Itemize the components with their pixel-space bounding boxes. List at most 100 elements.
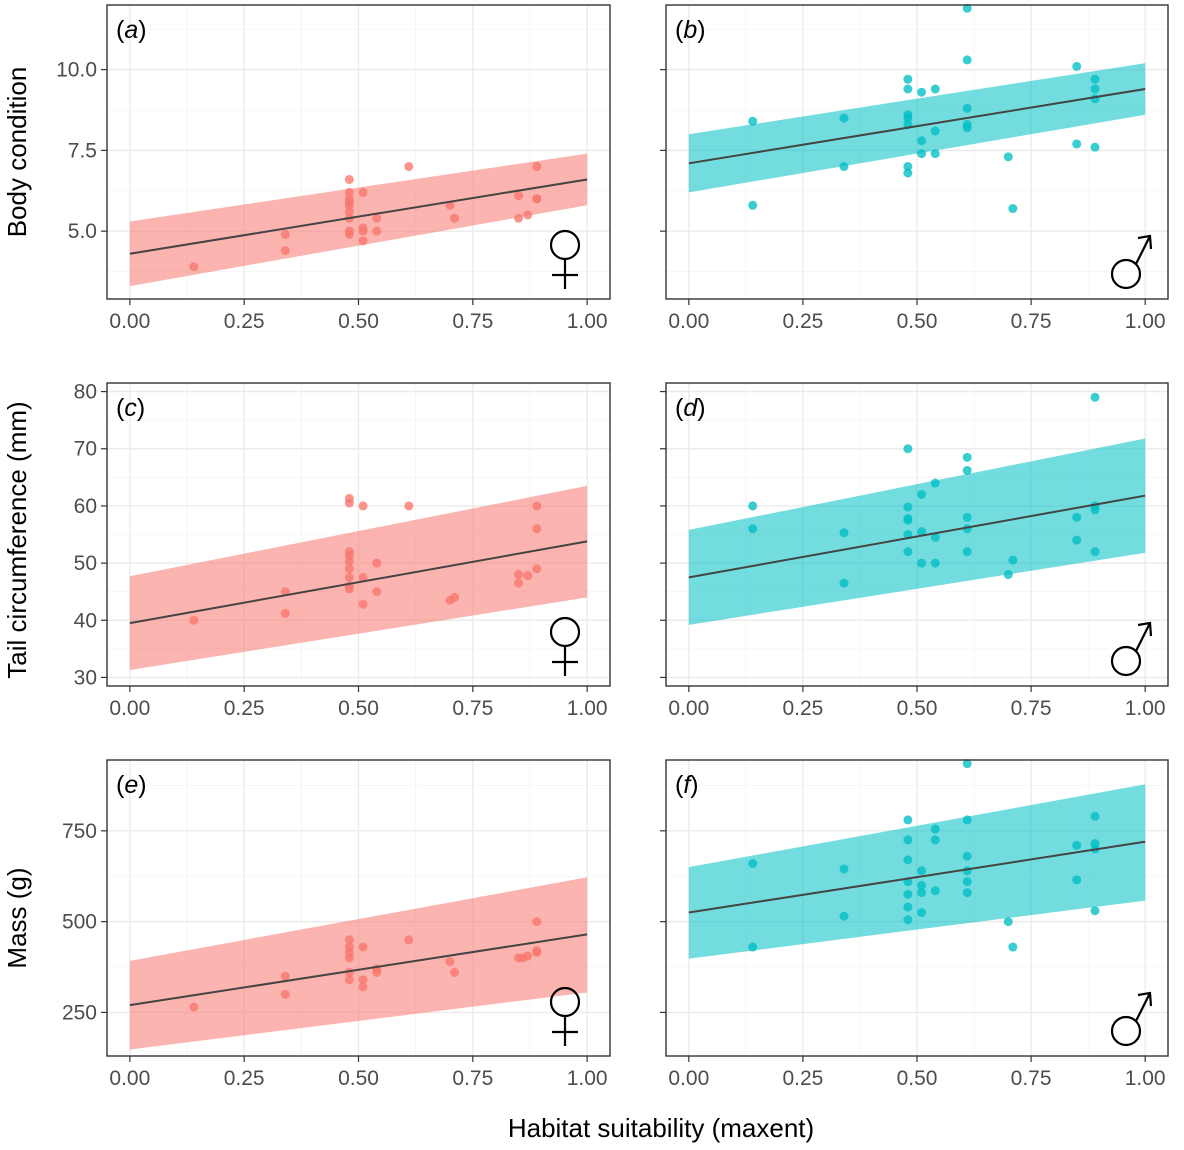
data-point [1072,840,1082,850]
data-point [358,501,368,511]
data-point [404,501,414,511]
data-point [962,452,972,462]
data-point [372,558,382,568]
data-point [748,942,758,952]
data-point [839,528,849,538]
data-point [514,213,524,223]
data-point [344,935,354,945]
data-point [450,967,460,977]
x-tick-label: 0.25 [782,1067,823,1090]
data-point [1008,204,1018,214]
data-point [1090,142,1100,152]
data-point [358,942,368,952]
data-point [1008,942,1018,952]
data-point [372,226,382,236]
data-point [358,572,368,582]
data-point [1003,570,1013,580]
x-tick-label: 0.50 [897,697,938,720]
data-point [917,136,927,146]
data-point [532,564,542,574]
male-symbol-icon [1110,991,1153,1047]
data-point [930,84,940,94]
data-point [1090,547,1100,557]
x-tick-label: 1.00 [567,1067,608,1090]
x-tick-label: 0.75 [1011,697,1052,720]
data-point [189,615,199,625]
x-tick-label: 0.50 [338,310,379,333]
data-point [930,824,940,834]
y-tick-label: 250 [62,1001,97,1024]
data-point [903,547,913,557]
x-tick-label: 1.00 [567,697,608,720]
y-tick-label: 5.0 [68,220,97,243]
x-tick-label: 0.50 [338,697,379,720]
x-tick-label: 0.75 [452,1067,493,1090]
data-point [358,599,368,609]
data-point [189,1002,199,1012]
y-tick-label: 750 [62,820,97,843]
x-tick-label: 0.00 [668,310,709,333]
data-point [903,889,913,899]
x-tick-label: 1.00 [1125,1067,1166,1090]
data-point [748,524,758,534]
x-tick-label: 0.75 [1011,310,1052,333]
data-point [903,502,913,512]
y-tick-label: 50 [74,552,97,575]
data-point [930,126,940,136]
data-point [514,578,524,588]
x-tick-label: 0.25 [782,697,823,720]
data-point [839,113,849,123]
x-tick-label: 0.50 [338,1067,379,1090]
data-point [962,3,972,13]
data-point [280,971,290,981]
x-tick-label: 0.25 [224,310,265,333]
panel-d: 0.00 0.25 0.50 0.75 1.00 (d) [660,382,1169,720]
data-point [280,989,290,999]
y-tick-label: 30 [74,666,97,689]
data-point [358,187,368,197]
data-point [372,587,382,597]
data-point [962,123,972,133]
data-point [930,835,940,845]
data-point [1003,152,1013,162]
confidence-ribbon [129,485,588,670]
y-tick-label: 500 [62,911,97,934]
y-tick-label: 7.5 [68,139,97,162]
y-tick-label: 10.0 [56,59,97,82]
data-point [917,880,927,890]
x-tick-label: 0.00 [109,1067,150,1090]
confidence-ribbon [129,153,588,287]
data-point [839,162,849,172]
fit-line [688,840,1146,914]
y-tick-label: 60 [74,495,97,518]
panel-e: 0.00 0.25 0.50 0.75 1.00 250 500 750 (e) [62,759,611,1090]
data-point [514,191,524,201]
y-axis-title-body-condition: Body condition [2,67,32,238]
data-point [903,515,913,525]
x-axis-title: Habitat suitability (maxent) [508,1113,814,1143]
data-point [344,556,354,566]
data-point [962,55,972,65]
panel-a: 0.00 0.25 0.50 0.75 1.00 5.0 7.5 10.0 (a) [56,4,611,333]
data-point [445,957,455,967]
confidence-ribbon [688,784,1146,959]
x-tick-label: 0.25 [224,697,265,720]
panel-label: (a) [116,16,147,44]
data-point [962,103,972,113]
data-point [903,835,913,845]
data-point [1003,917,1013,927]
x-tick-label: 0.75 [452,697,493,720]
data-point [358,975,368,985]
fit-line [688,88,1146,165]
data-point [1072,61,1082,71]
data-point [1090,84,1100,94]
data-point [344,200,354,210]
panel-c: 0.00 0.25 0.50 0.75 1.00 30 40 50 60 70 80 (c) [74,381,611,720]
data-point [280,229,290,239]
data-point [903,113,913,123]
fit-line [129,178,588,255]
data-point [1072,512,1082,522]
panel-label: (b) [675,16,706,44]
data-point [344,207,354,217]
data-point [962,759,972,769]
